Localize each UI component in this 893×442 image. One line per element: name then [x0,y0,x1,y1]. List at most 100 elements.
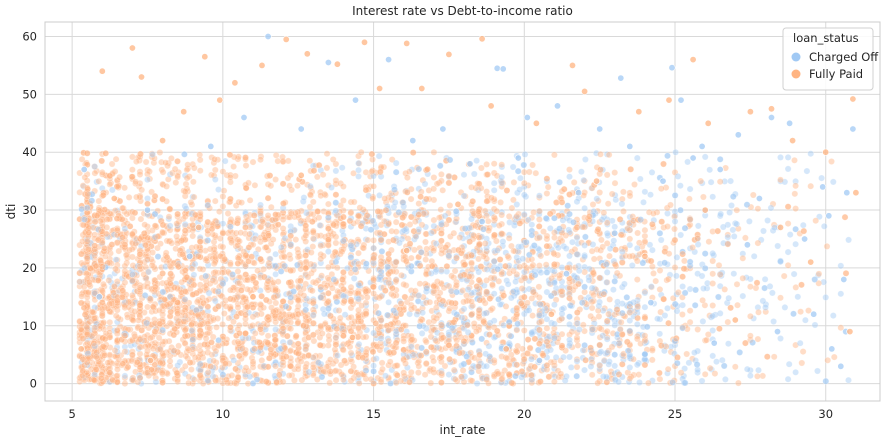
density-point [674,172,682,180]
density-point [488,280,496,288]
density-point [815,270,823,278]
density-point [611,277,619,285]
density-point [542,261,550,269]
density-point [628,262,636,269]
density-point [93,266,100,274]
density-point [711,370,719,377]
density-point [251,310,259,318]
density-point [686,195,693,203]
density-point [608,217,616,225]
density-point [649,263,656,270]
density-point [685,222,693,230]
density-point [421,371,429,379]
density-point [91,368,99,376]
density-point [189,330,197,338]
density-point [585,276,593,284]
density-point [573,198,581,206]
density-point [483,288,490,296]
density-point [509,163,517,171]
density-point [774,242,782,250]
density-point [730,270,738,278]
density-point [282,317,290,325]
density-point [664,223,671,230]
density-point [302,346,310,353]
density-point [98,323,106,330]
density-point [760,227,767,235]
density-point [98,168,106,176]
density-point [249,363,257,371]
density-point [130,330,138,338]
density-point [589,201,597,208]
density-point [302,232,310,240]
density-point [468,291,475,299]
density-point [234,346,242,353]
density-point [609,241,617,249]
density-point [385,209,392,217]
density-point [135,183,143,190]
density-point [595,313,603,320]
density-point [701,153,709,161]
density-point [786,231,794,238]
density-point [228,239,235,246]
density-point [264,214,272,222]
density-point [611,169,619,176]
density-point [573,315,581,323]
density-point [125,193,133,201]
density-point [205,378,212,386]
density-point [378,359,386,367]
density-point [536,262,543,269]
density-point [362,287,370,295]
density-point [716,178,724,186]
density-point [238,339,245,347]
density-point [226,218,234,226]
density-point [724,233,732,241]
density-point [107,358,115,366]
density-point [428,307,436,315]
density-point [91,216,99,224]
density-point [611,362,619,370]
density-point [593,195,601,203]
density-point [295,284,303,292]
density-point [215,186,222,193]
density-point [618,200,626,208]
density-point [78,353,86,361]
density-point [264,332,272,340]
density-point [573,250,581,258]
density-point [728,202,735,209]
density-point [128,253,136,261]
density-point [96,275,104,283]
density-point [641,350,649,358]
density-point [328,184,335,191]
density-point [284,174,292,182]
density-point [392,268,400,276]
density-point [363,293,371,301]
density-point [706,364,714,372]
density-point [173,323,180,330]
density-point [734,301,741,309]
density-point [837,262,845,270]
density-point [433,180,441,188]
density-point [699,296,706,304]
density-point [521,274,529,282]
density-point [257,270,264,277]
density-point [159,168,167,176]
density-point [611,321,619,329]
density-point [355,249,362,257]
density-point [792,283,800,291]
density-point [351,368,358,376]
density-point [792,205,799,212]
density-point [199,354,207,362]
density-point [792,240,799,248]
density-point [525,216,532,224]
density-point [550,249,557,257]
density-point [510,357,518,364]
density-point [220,187,228,195]
density-point [762,308,770,316]
density-point [98,229,106,236]
density-point [767,204,775,212]
density-point [91,163,99,170]
density-point [204,362,212,370]
density-point [520,191,528,199]
density-point [294,249,302,257]
density-point [339,322,347,330]
